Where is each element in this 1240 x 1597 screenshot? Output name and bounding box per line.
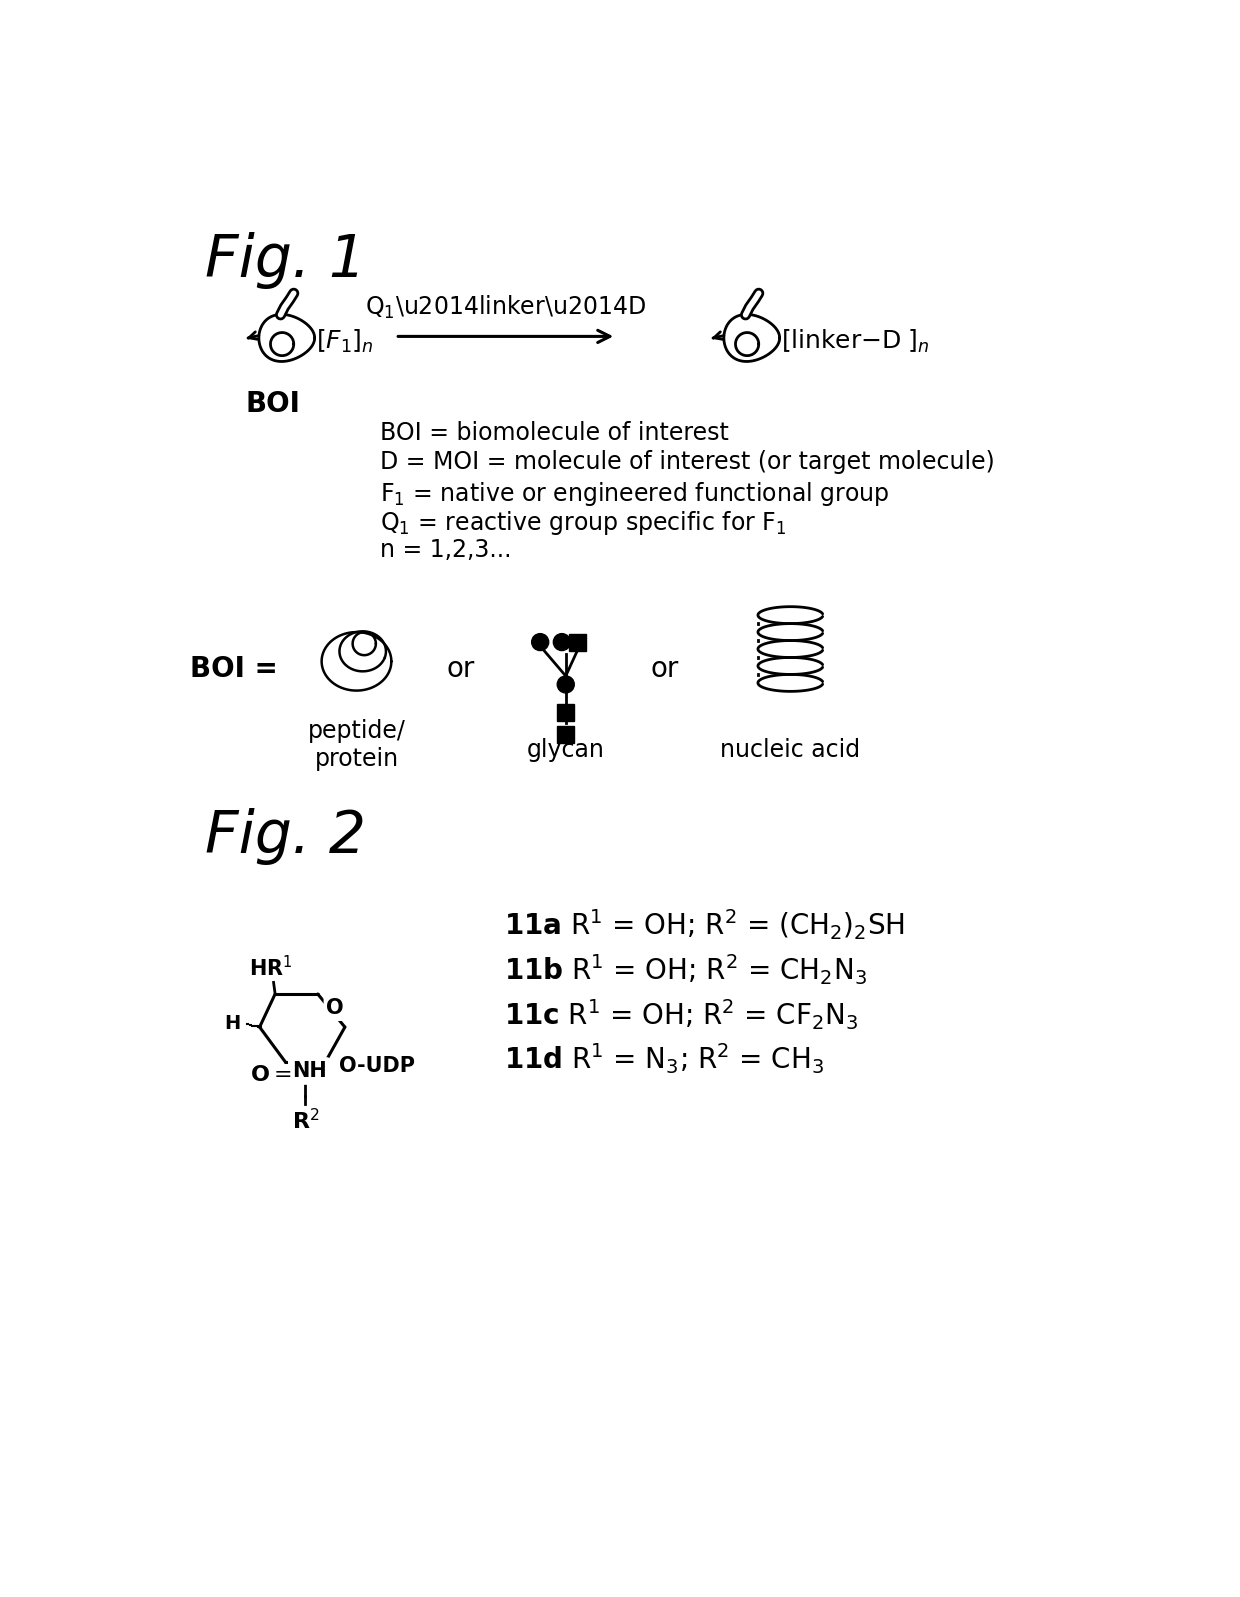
Text: $[$linker$-$D$\;]_n$: $[$linker$-$D$\;]_n$	[781, 329, 930, 356]
Text: O$=$: O$=$	[250, 1065, 291, 1086]
Text: $\mathbf{11a}$ R$^1$ = OH; R$^2$ = (CH$_2$)$_2$SH: $\mathbf{11a}$ R$^1$ = OH; R$^2$ = (CH$_…	[503, 907, 904, 942]
Text: Fig. 1: Fig. 1	[206, 232, 366, 289]
Text: $\mathbf{11d}$ R$^1$ = N$_3$; R$^2$ = CH$_3$: $\mathbf{11d}$ R$^1$ = N$_3$; R$^2$ = CH…	[503, 1041, 825, 1076]
Text: Fig. 2: Fig. 2	[206, 808, 366, 864]
Text: D = MOI = molecule of interest (or target molecule): D = MOI = molecule of interest (or targe…	[379, 450, 994, 474]
Text: O-UDP: O-UDP	[340, 1056, 415, 1076]
Text: BOI =: BOI =	[190, 655, 278, 684]
Text: H: H	[224, 1014, 241, 1033]
Text: O: O	[326, 998, 343, 1019]
Bar	[557, 727, 574, 743]
Text: HR$^1$: HR$^1$	[249, 955, 293, 981]
Circle shape	[532, 634, 548, 650]
Text: nucleic acid: nucleic acid	[720, 738, 861, 762]
Text: NH: NH	[291, 1060, 326, 1081]
Text: $\mathbf{11b}$ R$^1$ = OH; R$^2$ = CH$_2$N$_3$: $\mathbf{11b}$ R$^1$ = OH; R$^2$ = CH$_2…	[503, 952, 867, 987]
Text: Q$_1$ = reactive group specific for F$_1$: Q$_1$ = reactive group specific for F$_1…	[379, 509, 786, 537]
Text: or: or	[651, 655, 680, 684]
Text: R$^2$: R$^2$	[291, 1108, 319, 1134]
Text: BOI = biomolecule of interest: BOI = biomolecule of interest	[379, 422, 729, 446]
Text: Q$_1$\u2014linker\u2014D: Q$_1$\u2014linker\u2014D	[365, 294, 646, 321]
Circle shape	[553, 634, 570, 650]
Text: BOI: BOI	[246, 390, 300, 418]
Text: F$_1$ = native or engineered functional group: F$_1$ = native or engineered functional …	[379, 479, 889, 508]
Bar	[569, 634, 585, 650]
Text: NH: NH	[291, 1060, 326, 1081]
Text: glycan: glycan	[527, 738, 605, 762]
Text: $\mathbf{11c}$ R$^1$ = OH; R$^2$ = CF$_2$N$_3$: $\mathbf{11c}$ R$^1$ = OH; R$^2$ = CF$_2…	[503, 997, 858, 1032]
Text: O: O	[326, 998, 343, 1019]
Text: n = 1,2,3...: n = 1,2,3...	[379, 538, 511, 562]
Text: $[F_1]_n$: $[F_1]_n$	[316, 329, 374, 356]
Circle shape	[557, 676, 574, 693]
Text: peptide/
protein: peptide/ protein	[308, 719, 405, 771]
Text: or: or	[446, 655, 475, 684]
Bar	[557, 704, 574, 722]
